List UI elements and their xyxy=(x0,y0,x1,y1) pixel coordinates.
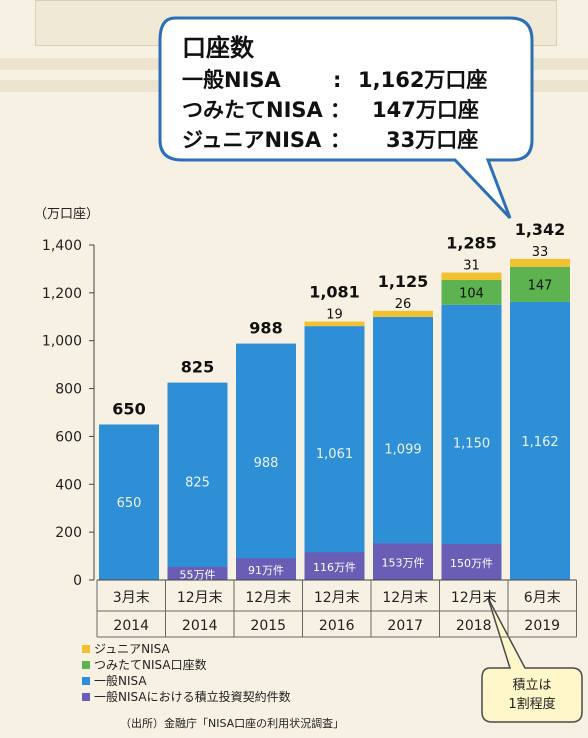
bar-label-contracts: 55万件 xyxy=(180,568,216,581)
bar-label-junior: 26 xyxy=(395,297,412,312)
legend-label: ジュニアNISA xyxy=(94,642,170,656)
bar-contracts xyxy=(373,543,433,580)
x-tick-label-month: 12月末 xyxy=(451,590,497,606)
legend-swatch xyxy=(82,692,90,701)
x-tick-label-year: 2015 xyxy=(250,618,286,634)
y-tick-label: 400 xyxy=(55,477,82,493)
x-tick-label-month: 12月末 xyxy=(382,590,428,606)
y-tick-label: 1,000 xyxy=(42,334,82,350)
bar-general xyxy=(510,301,570,580)
bar-total: 1,081 xyxy=(309,283,360,302)
y-axis-unit-label: （万口座） xyxy=(34,207,100,222)
x-tick-label-year: 2018 xyxy=(456,618,492,634)
bars: 650 650 55万件 825 825 91万件 988 988 19 116万件 1,061 1,… xyxy=(99,220,570,581)
y-tick-label: 1,200 xyxy=(42,286,82,302)
note-line-2: 1割程度 xyxy=(508,697,556,712)
x-tick-label-year: 2017 xyxy=(387,618,423,634)
bar-junior xyxy=(510,258,570,267)
x-tick-label-month: 12月末 xyxy=(314,590,360,606)
bar-contracts xyxy=(236,558,296,580)
x-tick-label-year: 2016 xyxy=(319,618,355,634)
bar-label-general: 1,099 xyxy=(384,443,421,458)
callout-line-junior-label: ジュニアNISA xyxy=(182,128,322,152)
y-axis-ticks: 0 200 400 600 800 1,000 1,200 1,400 xyxy=(42,238,94,589)
callout-line-tsumitate-sep: ： xyxy=(330,98,351,122)
x-axis-categories: 3月末 2014 12月末 2014 12月末 2015 12月末 2016 12月末 2017 1… xyxy=(96,579,577,638)
callout-line-junior-sep: ： xyxy=(330,128,351,152)
bar-junior xyxy=(304,321,365,327)
bar-label-tsumitate: 104 xyxy=(459,286,484,301)
x-tick-label-month: 6月末 xyxy=(524,590,561,606)
bar-label-general: 1,150 xyxy=(453,436,490,451)
bar-label-junior: 33 xyxy=(532,245,549,260)
y-tick-label: 600 xyxy=(55,429,82,445)
bar-label-general: 825 xyxy=(185,475,210,490)
bar-label-contracts: 91万件 xyxy=(248,564,284,577)
bar-label-contracts: 116万件 xyxy=(313,561,356,574)
bar-label-general: 1,061 xyxy=(316,447,353,462)
bar-general xyxy=(99,424,159,580)
note-bubble xyxy=(481,597,583,723)
bar-label-contracts: 153万件 xyxy=(382,557,425,570)
bar-total: 650 xyxy=(112,399,145,418)
bar-total: 988 xyxy=(249,319,282,338)
callout-line-general-label: 一般NISA xyxy=(182,68,281,92)
legend-label: つみたてNISA口座数 xyxy=(94,658,207,672)
bar-junior xyxy=(441,272,502,280)
bar-junior xyxy=(373,310,433,318)
bar-contracts xyxy=(304,552,365,580)
legend-item-general: 一般NISA xyxy=(82,672,147,689)
callout-line-tsumitate-value: 147万口座 xyxy=(372,98,479,122)
bar-label-contracts: 150万件 xyxy=(450,557,493,570)
bar-general xyxy=(441,304,502,580)
callout-line-tsumitate-label: つみたてNISA xyxy=(182,98,323,122)
x-tick-label-year: 2014 xyxy=(182,618,218,634)
bar-general xyxy=(167,382,228,580)
legend-label: 一般NISA xyxy=(94,674,147,688)
x-tick-label-month: 12月末 xyxy=(245,590,291,606)
legend-swatch xyxy=(82,660,90,669)
bar-label-tsumitate: 147 xyxy=(528,278,553,293)
bar-general xyxy=(236,343,296,580)
bar-general xyxy=(304,326,365,580)
bar-label-general: 1,162 xyxy=(521,435,558,450)
bar-tsumitate xyxy=(510,266,570,302)
note-line-1: 積立は xyxy=(512,678,552,693)
x-tick-label-year: 2014 xyxy=(113,618,149,634)
callout-line-general-value: 1,162万口座 xyxy=(358,68,488,92)
x-tick-label-month: 3月末 xyxy=(113,590,150,606)
legend-item-contracts: 一般NISAにおける積立投資契約件数 xyxy=(82,688,291,705)
legend-swatch xyxy=(82,676,90,685)
bar-label-junior: 31 xyxy=(463,259,480,274)
bar-total: 1,342 xyxy=(515,220,566,239)
legend-label: 一般NISAにおける積立投資契約件数 xyxy=(94,690,291,704)
legend-swatch xyxy=(82,644,90,653)
bar-label-general: 988 xyxy=(254,456,279,471)
callout-line-junior-value: 33万口座 xyxy=(386,128,479,152)
callout-title: 口座数 xyxy=(182,34,254,62)
x-tick-label-month: 12月末 xyxy=(177,590,223,606)
note-text: 積立は 1割程度 xyxy=(488,676,576,714)
bar-general xyxy=(373,317,433,580)
y-tick-label: 1,400 xyxy=(42,238,82,254)
legend-item-junior: ジュニアNISA xyxy=(82,640,170,657)
y-tick-label: 800 xyxy=(55,382,82,398)
bar-contracts xyxy=(167,566,228,580)
legend-item-tsumitate: つみたてNISA口座数 xyxy=(82,656,207,673)
bar-label-general: 650 xyxy=(117,496,142,511)
bar-total: 1,285 xyxy=(446,234,497,253)
y-tick-label: 0 xyxy=(73,573,82,589)
y-tick-label: 200 xyxy=(55,525,82,541)
x-tick-label-year: 2019 xyxy=(524,618,560,634)
callout-bubble xyxy=(158,16,534,220)
bar-total: 1,125 xyxy=(378,272,429,291)
bar-tsumitate xyxy=(441,279,502,305)
callout-line-general-sep: : xyxy=(312,68,342,92)
bar-total: 825 xyxy=(181,358,214,377)
source-note: （出所）金融庁「NISA口座の利用状況調査」 xyxy=(120,717,345,730)
bar-label-junior: 19 xyxy=(326,308,343,323)
bar-contracts xyxy=(441,544,502,580)
